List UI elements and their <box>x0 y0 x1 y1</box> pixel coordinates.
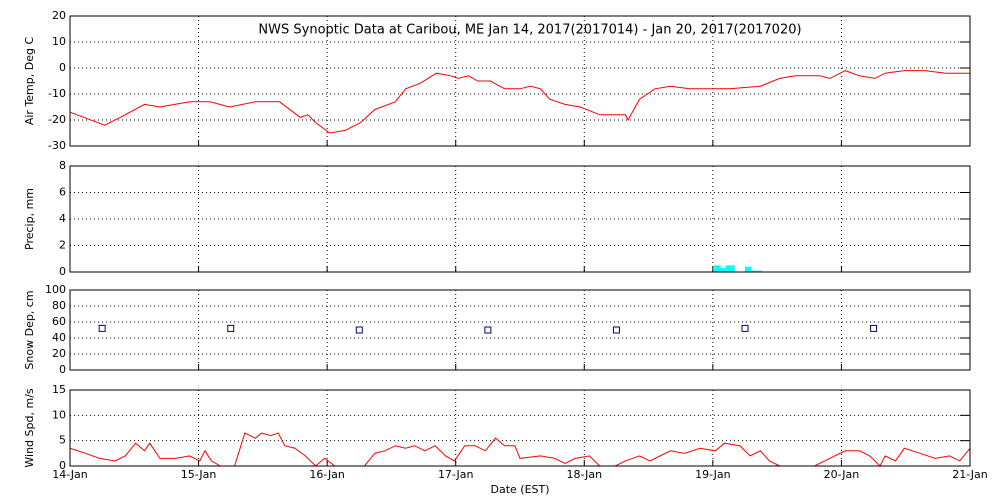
x-tick-label: 21-Jan <box>952 468 988 481</box>
point <box>227 324 235 332</box>
point <box>355 326 363 334</box>
y-tick-label: 0 <box>59 61 66 74</box>
y-tick-label: 10 <box>52 35 66 48</box>
y-tick-label: 60 <box>52 315 66 328</box>
x-axis-label: Date (EST) <box>490 483 549 496</box>
y-tick-label: 0 <box>59 265 66 278</box>
bar <box>714 265 721 272</box>
y-tick-label: 20 <box>52 9 66 22</box>
y-tick-label: -10 <box>48 87 66 100</box>
y-tick-label: 6 <box>59 186 66 199</box>
y-tick-label: -20 <box>48 113 66 126</box>
y-tick-label: 0 <box>59 459 66 472</box>
y-tick-label: 15 <box>52 383 66 396</box>
y-tick-label: -30 <box>48 139 66 152</box>
x-tick-label: 16-Jan <box>309 468 345 481</box>
y-tick-label: 20 <box>52 347 66 360</box>
point <box>484 326 492 334</box>
bar <box>751 270 762 272</box>
bar <box>745 266 752 272</box>
y-tick-label: 8 <box>59 159 66 172</box>
y-tick-label: 0 <box>59 363 66 376</box>
y-tick-label: 80 <box>52 299 66 312</box>
bar <box>720 268 726 272</box>
y-tick-label: 4 <box>59 212 66 225</box>
x-tick-label: 15-Jan <box>181 468 217 481</box>
y-tick-label: 10 <box>52 408 66 421</box>
y-axis-label: Precip, mm <box>23 188 36 250</box>
plot-frame <box>69 389 971 467</box>
x-tick-label: 14-Jan <box>52 468 88 481</box>
y-tick-label: 5 <box>59 434 66 447</box>
y-tick-label: 40 <box>52 331 66 344</box>
y-axis-label: Wind Spd, m/s <box>23 388 36 468</box>
y-axis-label: Air Temp, Deg C <box>23 37 36 126</box>
plot-frame <box>69 15 971 147</box>
x-tick-label: 17-Jan <box>438 468 474 481</box>
y-axis-label: Snow Dep, cm <box>23 290 36 369</box>
plot-frame <box>69 165 971 273</box>
x-tick-label: 18-Jan <box>567 468 603 481</box>
data-line <box>69 70 970 134</box>
y-tick-label: 2 <box>59 239 66 252</box>
x-tick-label: 20-Jan <box>824 468 860 481</box>
data-line <box>69 432 971 467</box>
bar <box>725 265 735 272</box>
chart-title: NWS Synoptic Data at Caribou, ME Jan 14,… <box>258 23 801 38</box>
y-tick-label: 100 <box>45 283 66 296</box>
plot-frame <box>69 289 971 371</box>
point <box>741 324 749 332</box>
point <box>870 324 878 332</box>
point <box>98 324 106 332</box>
x-tick-label: 19-Jan <box>695 468 731 481</box>
point <box>612 326 620 334</box>
